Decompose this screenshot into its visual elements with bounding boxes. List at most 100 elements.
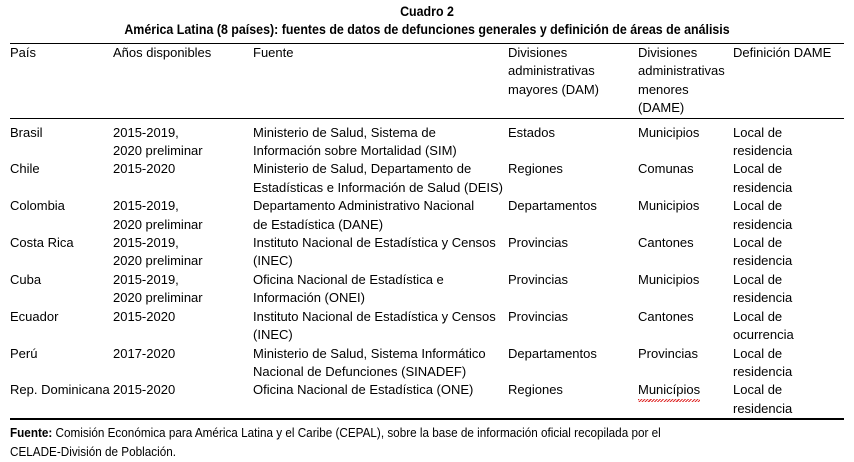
cell-pais: Colombia [10, 198, 65, 214]
cell-definicion: Local de residencia [733, 345, 844, 382]
fuente-line-2: Estadísticas e Información de Salud (DEI… [253, 179, 504, 195]
cell-pais: Ecuador [10, 308, 59, 324]
cell-fuente: Instituto Nacional de Estadística y Cens… [253, 308, 508, 345]
fuente-line-1: Instituto Nacional de Estadística y Cens… [253, 235, 496, 251]
anios-line-1: 2015-2019, [113, 271, 179, 287]
fuente-line-2: de Estadística (DANE) [253, 216, 384, 232]
cell-anios: 2015-2020 [113, 161, 176, 177]
column-header-definicion-dame: Definición DAME [733, 45, 832, 60]
rule-bottom [10, 419, 844, 421]
rule-top [10, 43, 844, 44]
table-row: Brasil 2015-2019, 2020 preliminar Minist… [10, 119, 844, 161]
fuente-line-1: Ministerio de Salud, Departamento de [253, 161, 472, 177]
column-header-dame: Divisiones administrativas menores (DAME… [638, 45, 725, 116]
cell-anios: 2015-2019, 2020 preliminar [113, 197, 253, 234]
fuente-line-2: (INEC) [253, 253, 293, 269]
anios-line-2: 2020 preliminar [113, 253, 203, 269]
fuente-line-1: Oficina Nacional de Estadística e [253, 271, 444, 287]
definicion-line-2: residencia [733, 143, 793, 159]
anios-line-1: 2015-2019, [113, 124, 179, 140]
cell-dame: Comunas [638, 161, 694, 177]
fuente-line-1: Oficina Nacional de Estadística (ONE) [253, 382, 474, 398]
cell-anios: 2015-2019, 2020 preliminar [113, 234, 253, 271]
cell-dame: Provincias [638, 345, 698, 361]
fuente-line-1: Ministerio de Salud, Sistema Informático [253, 345, 486, 361]
cell-definicion: Local de residencia [733, 381, 844, 418]
footer-line-1: Fuente: Comisión Económica para América … [10, 424, 840, 443]
cell-dame: Municipios [638, 124, 700, 140]
anios-line-2: 2020 preliminar [113, 290, 203, 306]
cell-anios: 2017-2020 [113, 345, 176, 361]
table-number-title: Cuadro 2 [400, 4, 454, 19]
table-row: Colombia 2015-2019, 2020 preliminar Depa… [10, 197, 844, 234]
cell-dam: Estados [508, 124, 555, 140]
cell-anios: 2015-2020 [113, 308, 176, 324]
cell-anios: 2015-2019, 2020 preliminar [113, 119, 253, 161]
definicion-line-1: Local de [733, 161, 783, 177]
fuente-line-2: Información (ONEI) [253, 290, 365, 306]
definicion-line-1: Local de [733, 345, 783, 361]
fuente-line-1: Departamento Administrativo Nacional [253, 198, 475, 214]
cell-definicion: Local de residencia [733, 197, 844, 234]
definicion-line-2: residencia [733, 179, 793, 195]
anios-line-2: 2020 preliminar [113, 143, 203, 159]
cell-dame: Cantones [638, 308, 694, 324]
definicion-line-1: Local de [733, 235, 783, 251]
table-row: Cuba 2015-2019, 2020 preliminar Oficina … [10, 271, 844, 308]
misspelled-word: Municípios [638, 381, 701, 403]
table-title-block: Cuadro 2 América Latina (8 países): fuen… [10, 0, 844, 39]
data-table: País Años disponibles Fuente Divisiones … [10, 44, 844, 118]
cell-fuente: Departamento Administrativo Nacional de … [253, 197, 508, 234]
cell-dam: Regiones [508, 382, 563, 398]
cell-dame: Municipios [638, 271, 700, 287]
rule-above-footer-thin [10, 418, 844, 420]
anios-line-1: 2015-2019, [113, 235, 179, 251]
footer-text-2: CELADE-División de Población. [10, 445, 177, 460]
cell-fuente: Ministerio de Salud, Sistema de Informac… [253, 119, 508, 161]
column-header-fuente: Fuente [253, 45, 294, 60]
definicion-line-1: Local de [733, 271, 783, 287]
definicion-line-2: residencia [733, 253, 793, 269]
fuente-line-1: Instituto Nacional de Estadística y Cens… [253, 308, 496, 324]
table-source-note: Fuente: Comisión Económica para América … [10, 420, 844, 462]
cell-fuente: Ministerio de Salud, Sistema Informático… [253, 345, 508, 382]
cell-definicion: Local de residencia [733, 160, 844, 197]
cell-dam: Regiones [508, 161, 563, 177]
cell-dam: Provincias [508, 235, 568, 251]
cell-dame: Municipios [638, 198, 700, 214]
cell-definicion: Local de residencia [733, 234, 844, 271]
column-header-dam: Divisiones administrativas mayores (DAM) [508, 45, 600, 97]
cell-dame: Municípios [638, 381, 733, 418]
anios-line-1: 2015-2019, [113, 198, 179, 214]
rule-below-header [10, 117, 844, 119]
cell-anios: 2015-2019, 2020 preliminar [113, 271, 253, 308]
cell-fuente: Ministerio de Salud, Departamento de Est… [253, 160, 508, 197]
definicion-line-1: Local de [733, 198, 783, 214]
cell-dam: Departamentos [508, 345, 597, 361]
cell-pais: Cuba [10, 271, 42, 287]
table-header: País Años disponibles Fuente Divisiones … [10, 44, 844, 118]
cell-pais: Brasil [10, 124, 43, 140]
definicion-line-2: ocurrencia [733, 327, 794, 343]
cell-pais: Rep. Dominicana [10, 382, 110, 398]
column-header-pais: País [10, 45, 37, 60]
definicion-line-2: residencia [733, 290, 793, 306]
fuente-line-2: Información sobre Mortalidad (SIM) [253, 143, 457, 159]
cell-pais: Perú [10, 345, 38, 361]
cell-dam: Provincias [508, 271, 568, 287]
definicion-line-2: residencia [733, 400, 793, 416]
table-row: Chile 2015-2020 Ministerio de Salud, Dep… [10, 160, 844, 197]
definicion-line-1: Local de [733, 124, 783, 140]
definicion-line-2: residencia [733, 216, 793, 232]
table-main-title: América Latina (8 países): fuentes de da… [124, 22, 730, 37]
table-row: Ecuador 2015-2020 Instituto Nacional de … [10, 308, 844, 345]
header-row: País Años disponibles Fuente Divisiones … [10, 44, 844, 118]
cell-dame: Cantones [638, 235, 694, 251]
cell-pais: Costa Rica [10, 235, 74, 251]
fuente-line-2: (INEC) [253, 327, 293, 343]
cell-definicion: Local de residencia [733, 271, 844, 308]
column-header-anios: Años disponibles [113, 45, 212, 60]
table-row: Perú 2017-2020 Ministerio de Salud, Sist… [10, 345, 844, 382]
cell-definicion: Local de residencia [733, 119, 844, 161]
